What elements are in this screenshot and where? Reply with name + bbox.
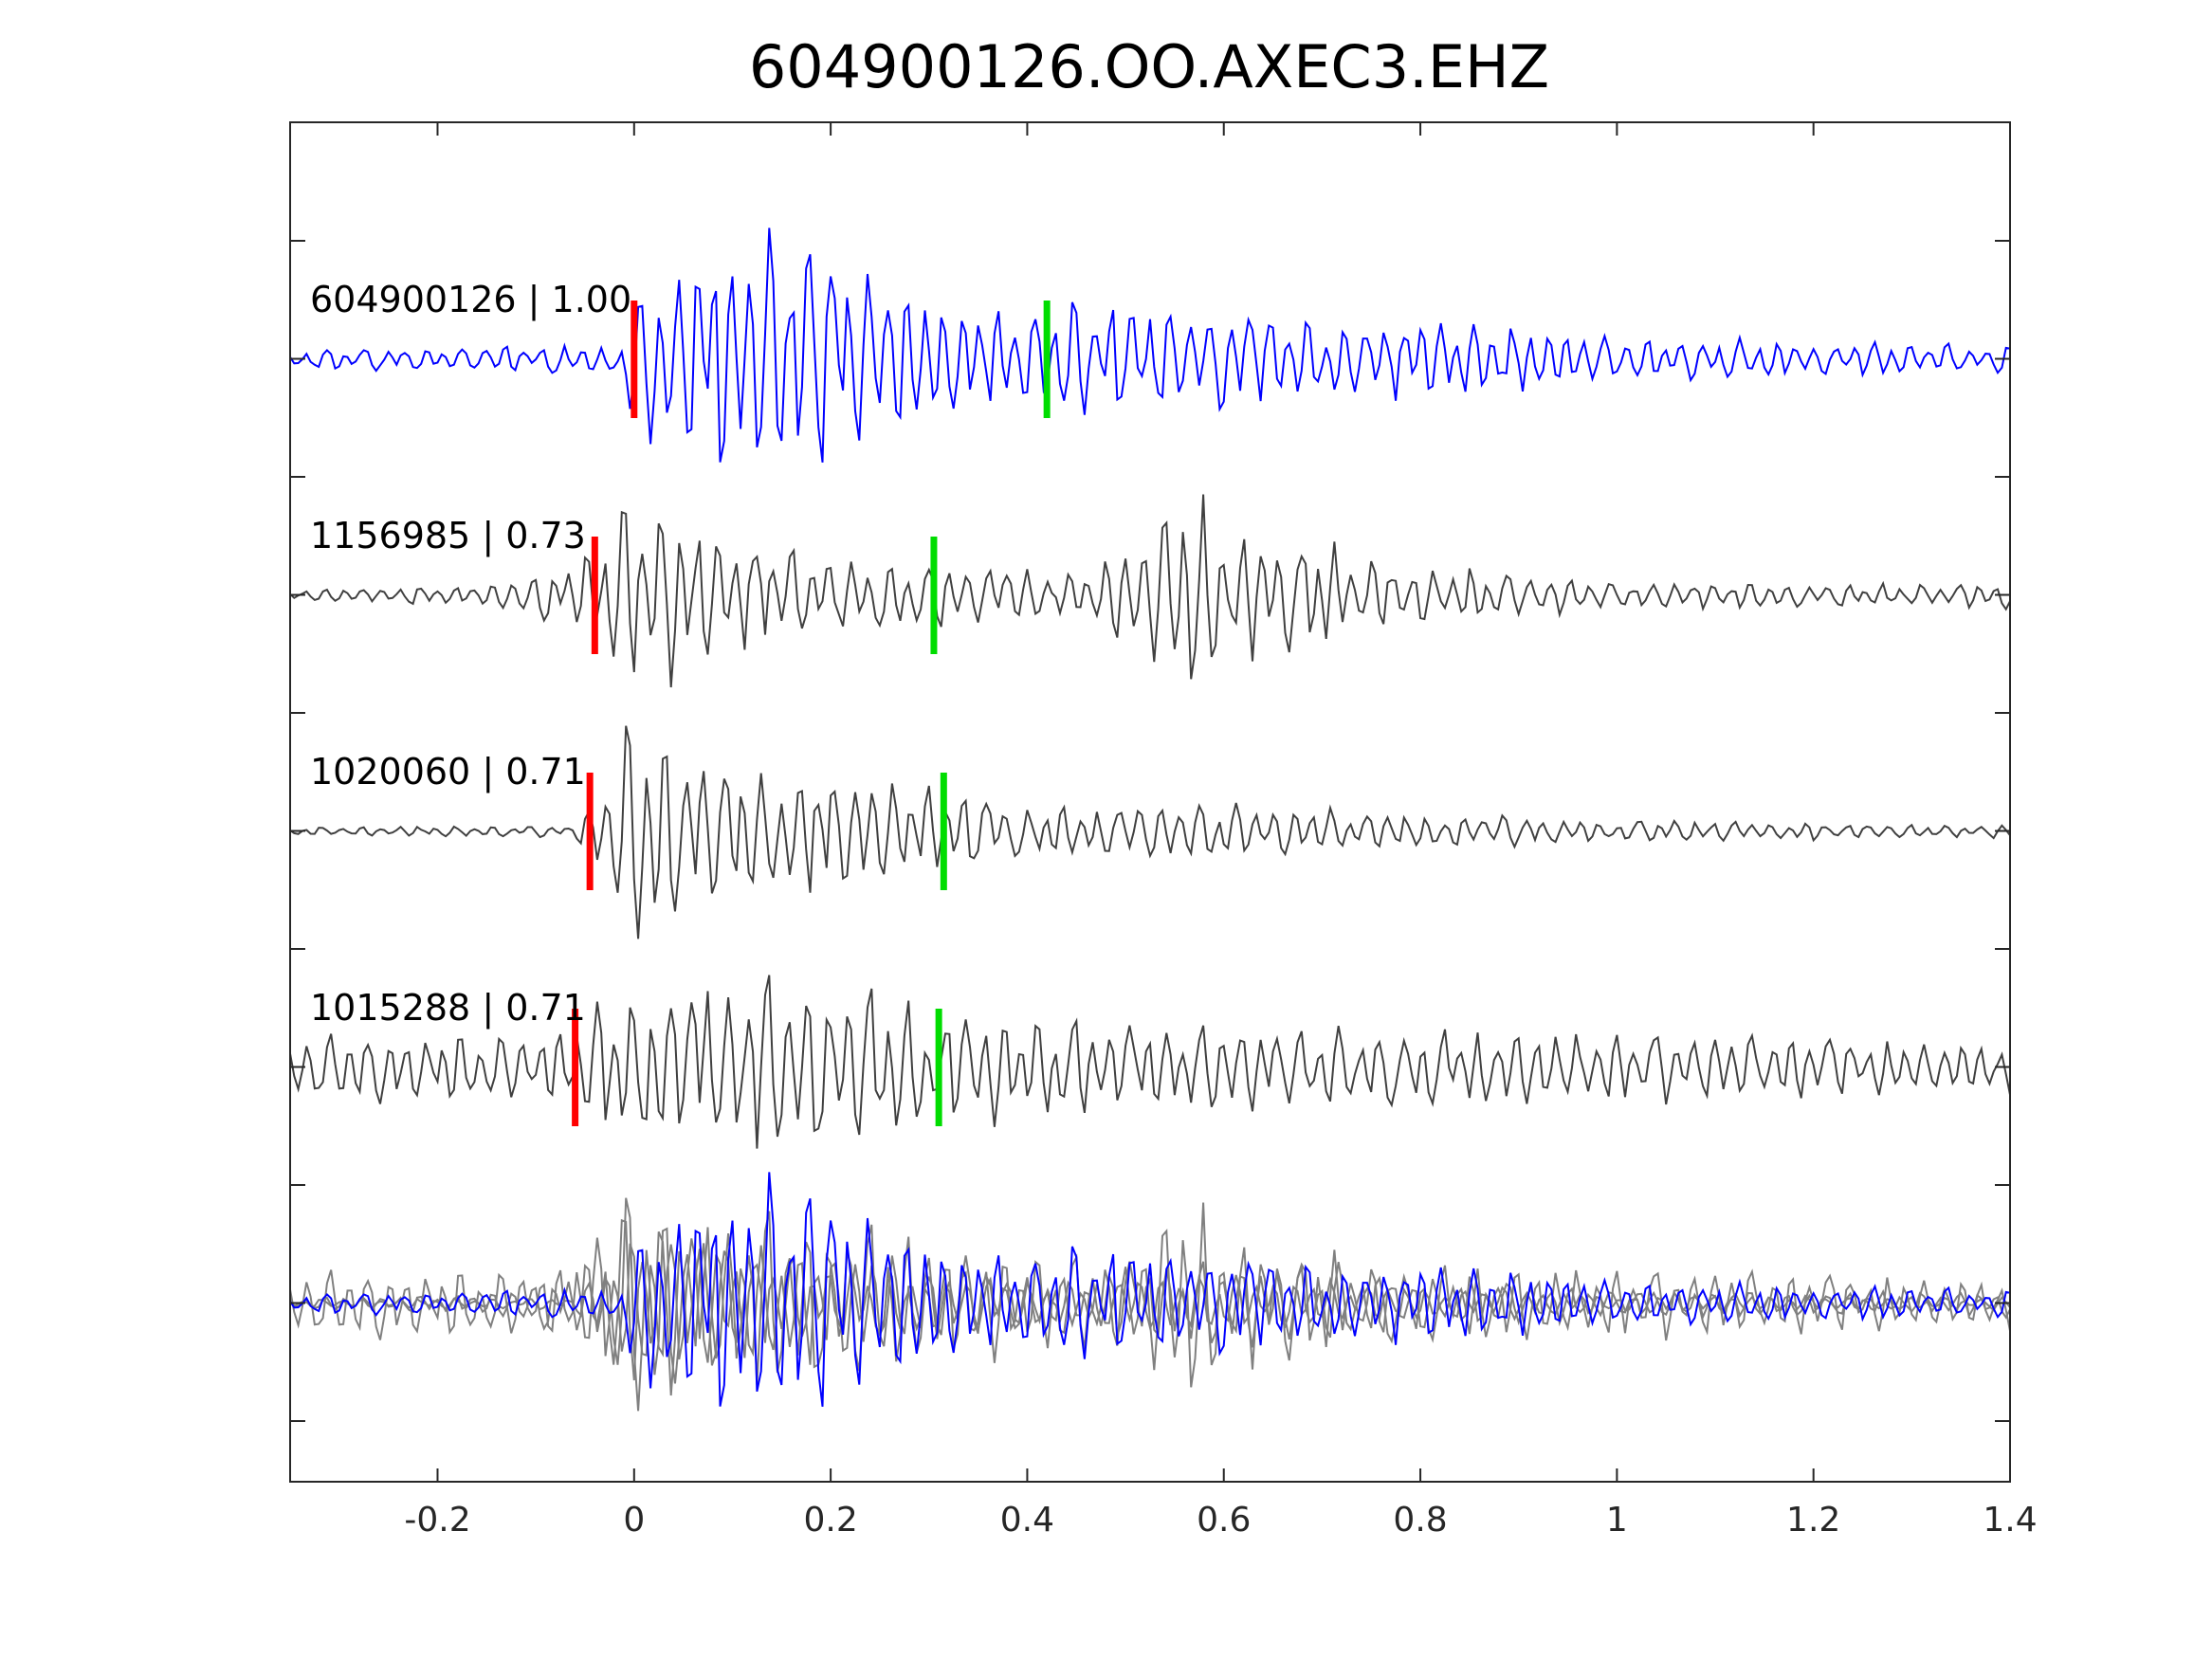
x-tick-label: 0.6 — [1197, 1501, 1251, 1540]
trace-label-1020060: 1020060 | 0.71 — [310, 751, 586, 793]
x-tick-label: -0.2 — [404, 1501, 470, 1540]
axes-layer: -0.2 0 0.2 0.4 0.6 0.8 1 1.2 1.4 — [289, 121, 2038, 1540]
x-tick-label: 0 — [623, 1501, 645, 1540]
x-tick-label: 1 — [1606, 1501, 1628, 1540]
trace-label-1015288: 1015288 | 0.71 — [310, 987, 586, 1030]
x-tick-label: 0.8 — [1393, 1501, 1447, 1540]
trace-1020060 — [289, 725, 2011, 939]
x-tick-label: 1.2 — [1786, 1501, 1840, 1540]
overlay-trace-1015288 — [289, 1211, 2011, 1385]
x-tick-label: 1.4 — [1983, 1501, 2037, 1540]
chart-title: 604900126.OO.AXEC3.EHZ — [749, 32, 1549, 101]
traces-layer — [289, 228, 2011, 1412]
trace-label-1156985: 1156985 | 0.73 — [310, 515, 586, 557]
trace-label-604900126: 604900126 | 1.00 — [310, 279, 631, 321]
plot-frame — [289, 121, 2011, 1483]
overlay-trace-1020060 — [289, 1197, 2011, 1412]
overlay-trace-604900126 — [289, 1172, 2011, 1407]
trace-604900126 — [289, 228, 2011, 463]
picks-layer — [572, 301, 1051, 1126]
x-tick-label: 0.2 — [803, 1501, 857, 1540]
labels-layer: 604900126 | 1.00 1156985 | 0.73 1020060 | … — [310, 279, 631, 1030]
trace-1156985 — [289, 494, 2011, 688]
x-tick-label: 0.4 — [1000, 1501, 1054, 1540]
